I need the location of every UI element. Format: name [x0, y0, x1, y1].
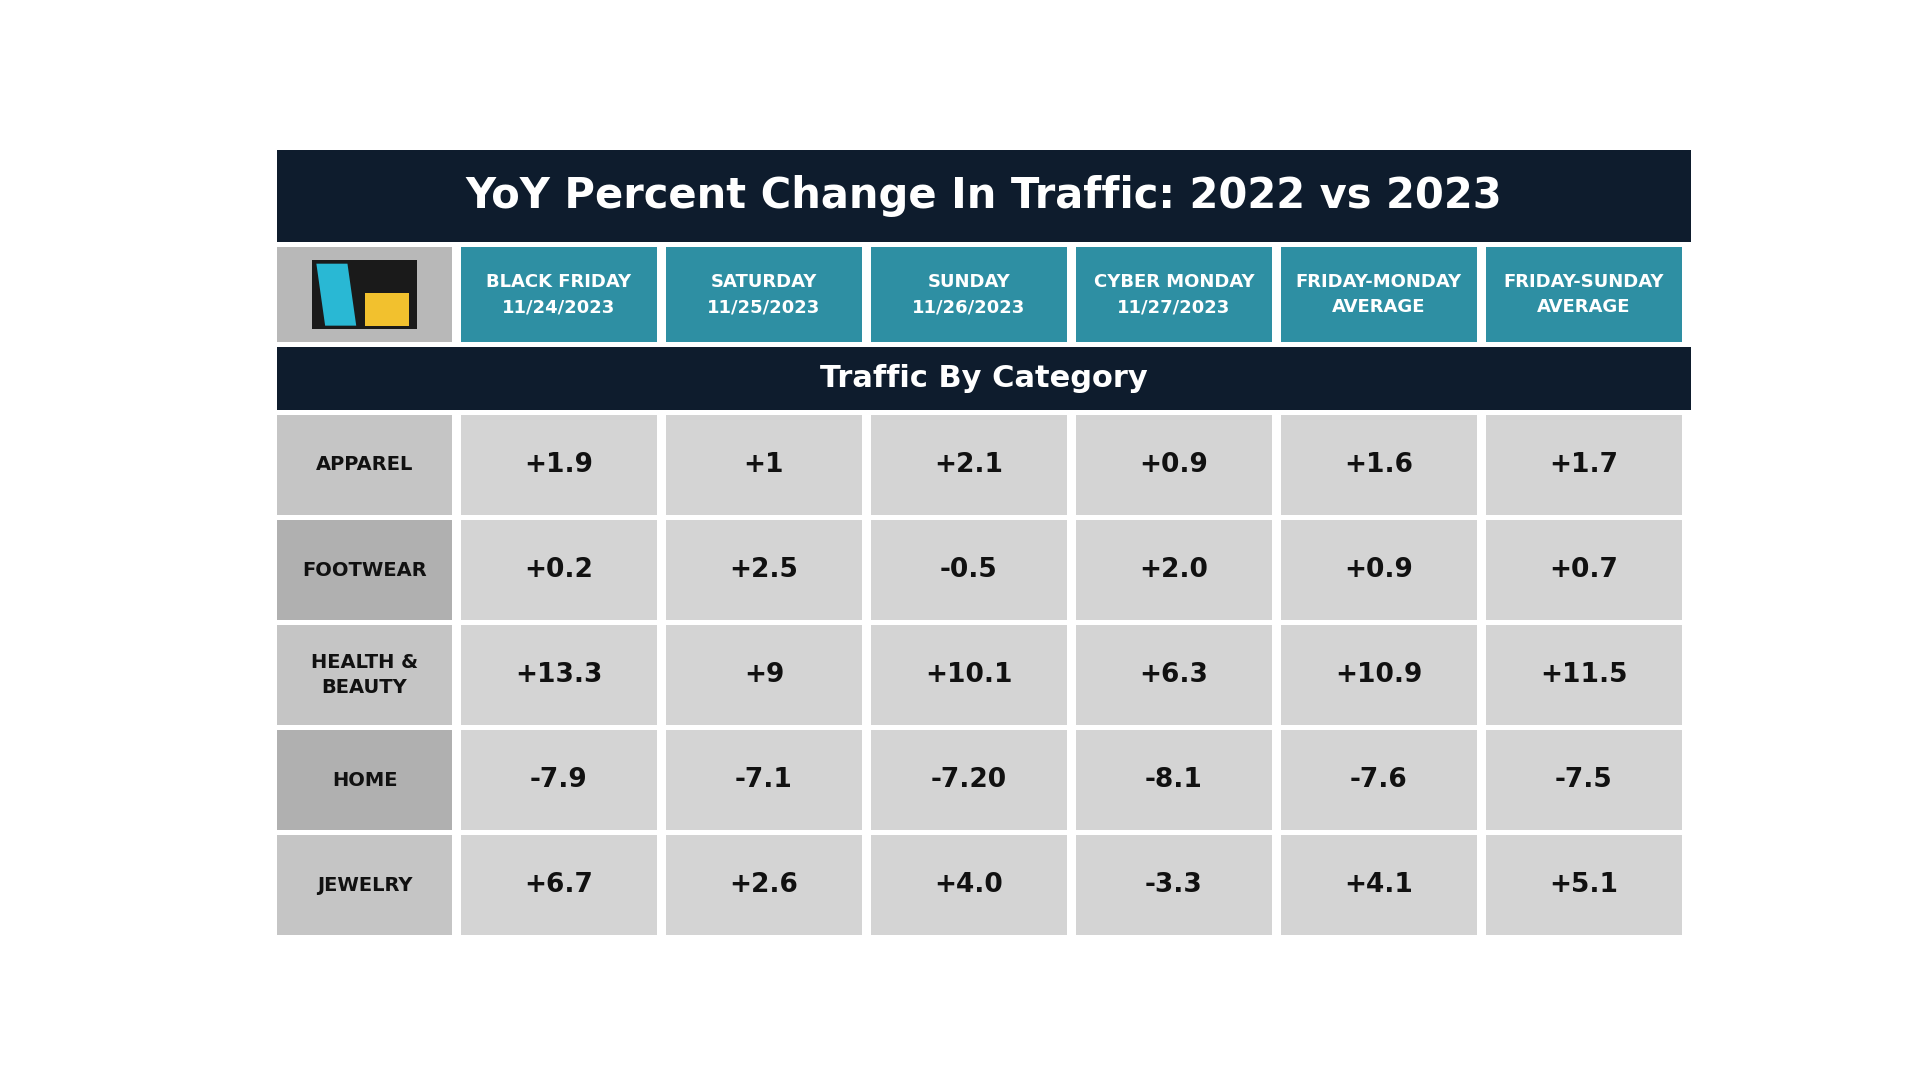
Bar	[666, 415, 862, 515]
Bar	[1486, 625, 1682, 725]
Bar	[1486, 730, 1682, 831]
Bar	[1281, 247, 1476, 342]
Text: +0.2: +0.2	[524, 557, 593, 583]
Text: +0.7: +0.7	[1549, 557, 1619, 583]
Bar	[1075, 835, 1271, 935]
Bar	[461, 625, 657, 725]
Text: -7.20: -7.20	[931, 767, 1006, 793]
Bar	[1486, 835, 1682, 935]
Text: +1.9: +1.9	[524, 451, 593, 478]
Text: SUNDAY
11/26/2023: SUNDAY 11/26/2023	[912, 273, 1025, 316]
Text: -7.1: -7.1	[735, 767, 793, 793]
Text: +5.1: +5.1	[1549, 873, 1619, 899]
Bar	[1281, 835, 1476, 935]
Bar	[461, 519, 657, 620]
Polygon shape	[317, 264, 357, 326]
Bar	[872, 835, 1068, 935]
Text: +13.3: +13.3	[515, 662, 603, 688]
Bar	[1486, 415, 1682, 515]
Bar	[666, 625, 862, 725]
Text: FOOTWEAR: FOOTWEAR	[301, 561, 426, 580]
Text: SATURDAY
11/25/2023: SATURDAY 11/25/2023	[707, 273, 820, 316]
Text: +0.9: +0.9	[1344, 557, 1413, 583]
Bar	[872, 730, 1068, 831]
Text: -7.6: -7.6	[1350, 767, 1407, 793]
Text: +6.7: +6.7	[524, 873, 593, 899]
Text: +2.5: +2.5	[730, 557, 799, 583]
Polygon shape	[365, 264, 409, 293]
Bar	[1075, 415, 1271, 515]
Text: +1.7: +1.7	[1549, 451, 1619, 478]
Bar	[1486, 519, 1682, 620]
Text: +1: +1	[743, 451, 783, 478]
Text: BLACK FRIDAY
11/24/2023: BLACK FRIDAY 11/24/2023	[486, 273, 632, 316]
Text: +9: +9	[743, 662, 783, 688]
Bar	[461, 730, 657, 831]
Text: +2.0: +2.0	[1139, 557, 1208, 583]
Bar	[276, 835, 451, 935]
Bar	[872, 415, 1068, 515]
Text: JEWELRY: JEWELRY	[317, 876, 413, 895]
Text: APPAREL: APPAREL	[317, 456, 413, 474]
Text: -7.5: -7.5	[1555, 767, 1613, 793]
Text: -7.9: -7.9	[530, 767, 588, 793]
Bar	[1075, 625, 1271, 725]
Text: -8.1: -8.1	[1144, 767, 1202, 793]
Bar	[872, 247, 1068, 342]
Text: +11.5: +11.5	[1540, 662, 1628, 688]
Text: FRIDAY-MONDAY
AVERAGE: FRIDAY-MONDAY AVERAGE	[1296, 273, 1461, 316]
Text: +4.1: +4.1	[1344, 873, 1413, 899]
Bar	[872, 519, 1068, 620]
Bar	[1075, 519, 1271, 620]
Text: HOME: HOME	[332, 771, 397, 789]
Text: Traffic By Category: Traffic By Category	[820, 364, 1148, 393]
Text: -0.5: -0.5	[941, 557, 998, 583]
Bar	[1281, 730, 1476, 831]
Bar	[365, 293, 409, 326]
Text: CYBER MONDAY
11/27/2023: CYBER MONDAY 11/27/2023	[1094, 273, 1254, 316]
Bar	[276, 348, 1692, 409]
Text: +6.3: +6.3	[1139, 662, 1208, 688]
Text: +4.0: +4.0	[935, 873, 1004, 899]
Bar	[313, 260, 417, 329]
Bar	[1075, 247, 1271, 342]
Text: -3.3: -3.3	[1144, 873, 1202, 899]
Text: YoY Percent Change In Traffic: 2022 vs 2023: YoY Percent Change In Traffic: 2022 vs 2…	[467, 175, 1501, 217]
Bar	[666, 730, 862, 831]
Text: HEALTH &
BEAUTY: HEALTH & BEAUTY	[311, 653, 419, 697]
Bar	[666, 247, 862, 342]
Bar	[1281, 415, 1476, 515]
Text: +2.1: +2.1	[935, 451, 1004, 478]
Bar	[666, 835, 862, 935]
Bar	[276, 247, 451, 342]
Text: FRIDAY-SUNDAY
AVERAGE: FRIDAY-SUNDAY AVERAGE	[1503, 273, 1665, 316]
Bar	[872, 625, 1068, 725]
Bar	[1486, 247, 1682, 342]
Text: +10.9: +10.9	[1334, 662, 1423, 688]
Bar	[276, 730, 451, 831]
Bar	[276, 519, 451, 620]
Text: +2.6: +2.6	[730, 873, 799, 899]
Text: +1.6: +1.6	[1344, 451, 1413, 478]
Text: +0.9: +0.9	[1139, 451, 1208, 478]
Bar	[365, 260, 409, 293]
Bar	[666, 519, 862, 620]
Bar	[276, 625, 451, 725]
Bar	[1281, 519, 1476, 620]
Bar	[461, 835, 657, 935]
Bar	[1075, 730, 1271, 831]
Text: +10.1: +10.1	[925, 662, 1012, 688]
Bar	[1281, 625, 1476, 725]
Bar	[276, 150, 1692, 242]
Bar	[276, 415, 451, 515]
Bar	[461, 247, 657, 342]
Bar	[461, 415, 657, 515]
